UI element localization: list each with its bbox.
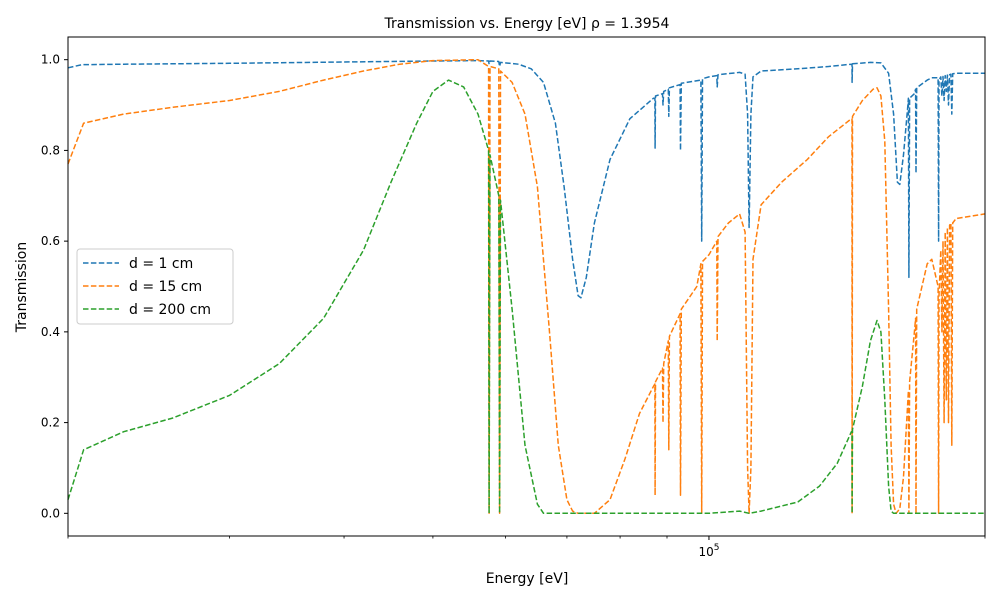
y-tick-label: 0.4: [41, 325, 60, 339]
legend-label-1: d = 1 cm: [129, 256, 193, 272]
y-tick-label: 1.0: [41, 53, 60, 67]
legend-label-2: d = 15 cm: [129, 279, 202, 295]
y-tick-label: 0.0: [41, 506, 60, 520]
plot-lines: [67, 58, 986, 515]
x-axis-ticks: 105: [67, 536, 986, 559]
plot-frame: [67, 36, 986, 537]
y-tick-label: 0.2: [41, 416, 60, 430]
series-line-1: [67, 59, 985, 299]
x-tick-label: 105: [698, 543, 719, 559]
series-line-2: [67, 58, 986, 515]
y-axis-label: Transmission: [14, 242, 30, 333]
x-axis-label: Energy [eV]: [486, 571, 569, 587]
legend: d = 1 cm d = 15 cm d = 200 cm: [76, 248, 234, 325]
y-tick-label: 0.8: [41, 143, 60, 157]
legend-label-3: d = 200 cm: [129, 302, 211, 318]
y-tick-label: 0.6: [41, 234, 60, 248]
legend-box: [76, 248, 234, 325]
y-axis-ticks: 0.0 0.2 0.4 0.6 0.8 1.0: [41, 53, 68, 520]
series-line-3: [67, 79, 985, 515]
chart-title: Transmission vs. Energy [eV] ρ = 1.3954: [384, 16, 670, 32]
